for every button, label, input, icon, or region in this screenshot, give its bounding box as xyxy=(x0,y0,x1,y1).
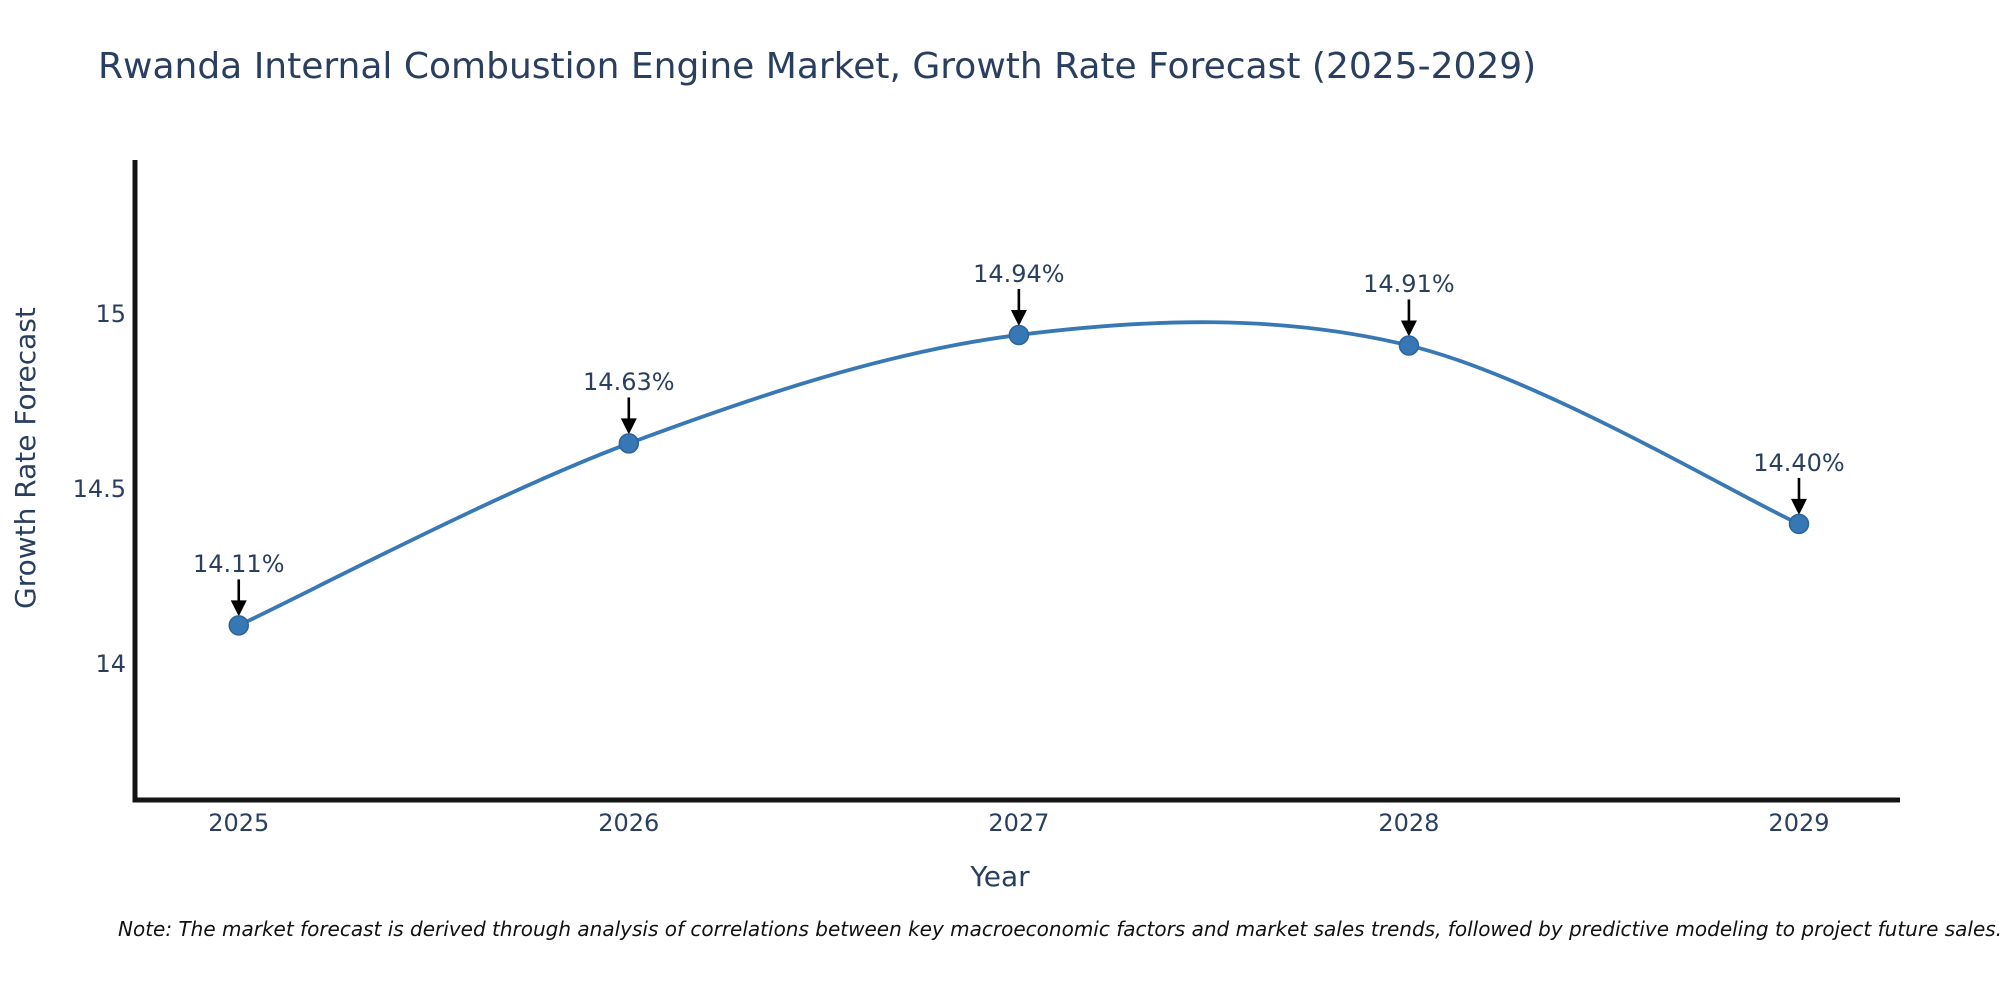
annotation-arrowhead xyxy=(620,418,637,435)
y-tick-text: 15 xyxy=(95,299,126,328)
data-point-marker xyxy=(1398,335,1420,356)
x-axis-title: Year xyxy=(970,860,1030,893)
y-axis-title: Growth Rate Forecast xyxy=(9,307,42,609)
data-point-marker xyxy=(228,615,250,636)
annotation-arrowhead xyxy=(1010,309,1027,326)
annotation-arrowhead xyxy=(1790,498,1807,515)
point-label: 14.11% xyxy=(192,550,285,579)
data-point-marker xyxy=(618,433,640,454)
point-label: 14.94% xyxy=(973,259,1065,288)
annotation-arrowhead xyxy=(1400,320,1417,337)
annotation-arrowhead xyxy=(230,600,247,617)
x-tick-label: 2026 xyxy=(598,809,660,837)
data-point-marker xyxy=(1788,513,1810,535)
y-tick-text: 14.5 xyxy=(72,474,126,503)
forecast-line xyxy=(237,320,1800,628)
x-tick-label: 2028 xyxy=(1378,809,1440,837)
point-label: 14.40% xyxy=(1753,448,1845,477)
chart-title: Rwanda Internal Combustion Engine Market… xyxy=(98,46,1537,87)
data-point-marker xyxy=(1008,324,1030,346)
point-label: 14.63% xyxy=(583,368,675,397)
point-label: 14.91% xyxy=(1363,270,1455,299)
chart-footnote: Note: The market forecast is derived thr… xyxy=(118,917,2000,941)
x-tick-label: 2025 xyxy=(208,809,270,837)
x-tick-label: 2029 xyxy=(1768,809,1830,837)
x-tick-label: 2027 xyxy=(988,809,1050,837)
y-tick-text: 14 xyxy=(95,649,126,678)
